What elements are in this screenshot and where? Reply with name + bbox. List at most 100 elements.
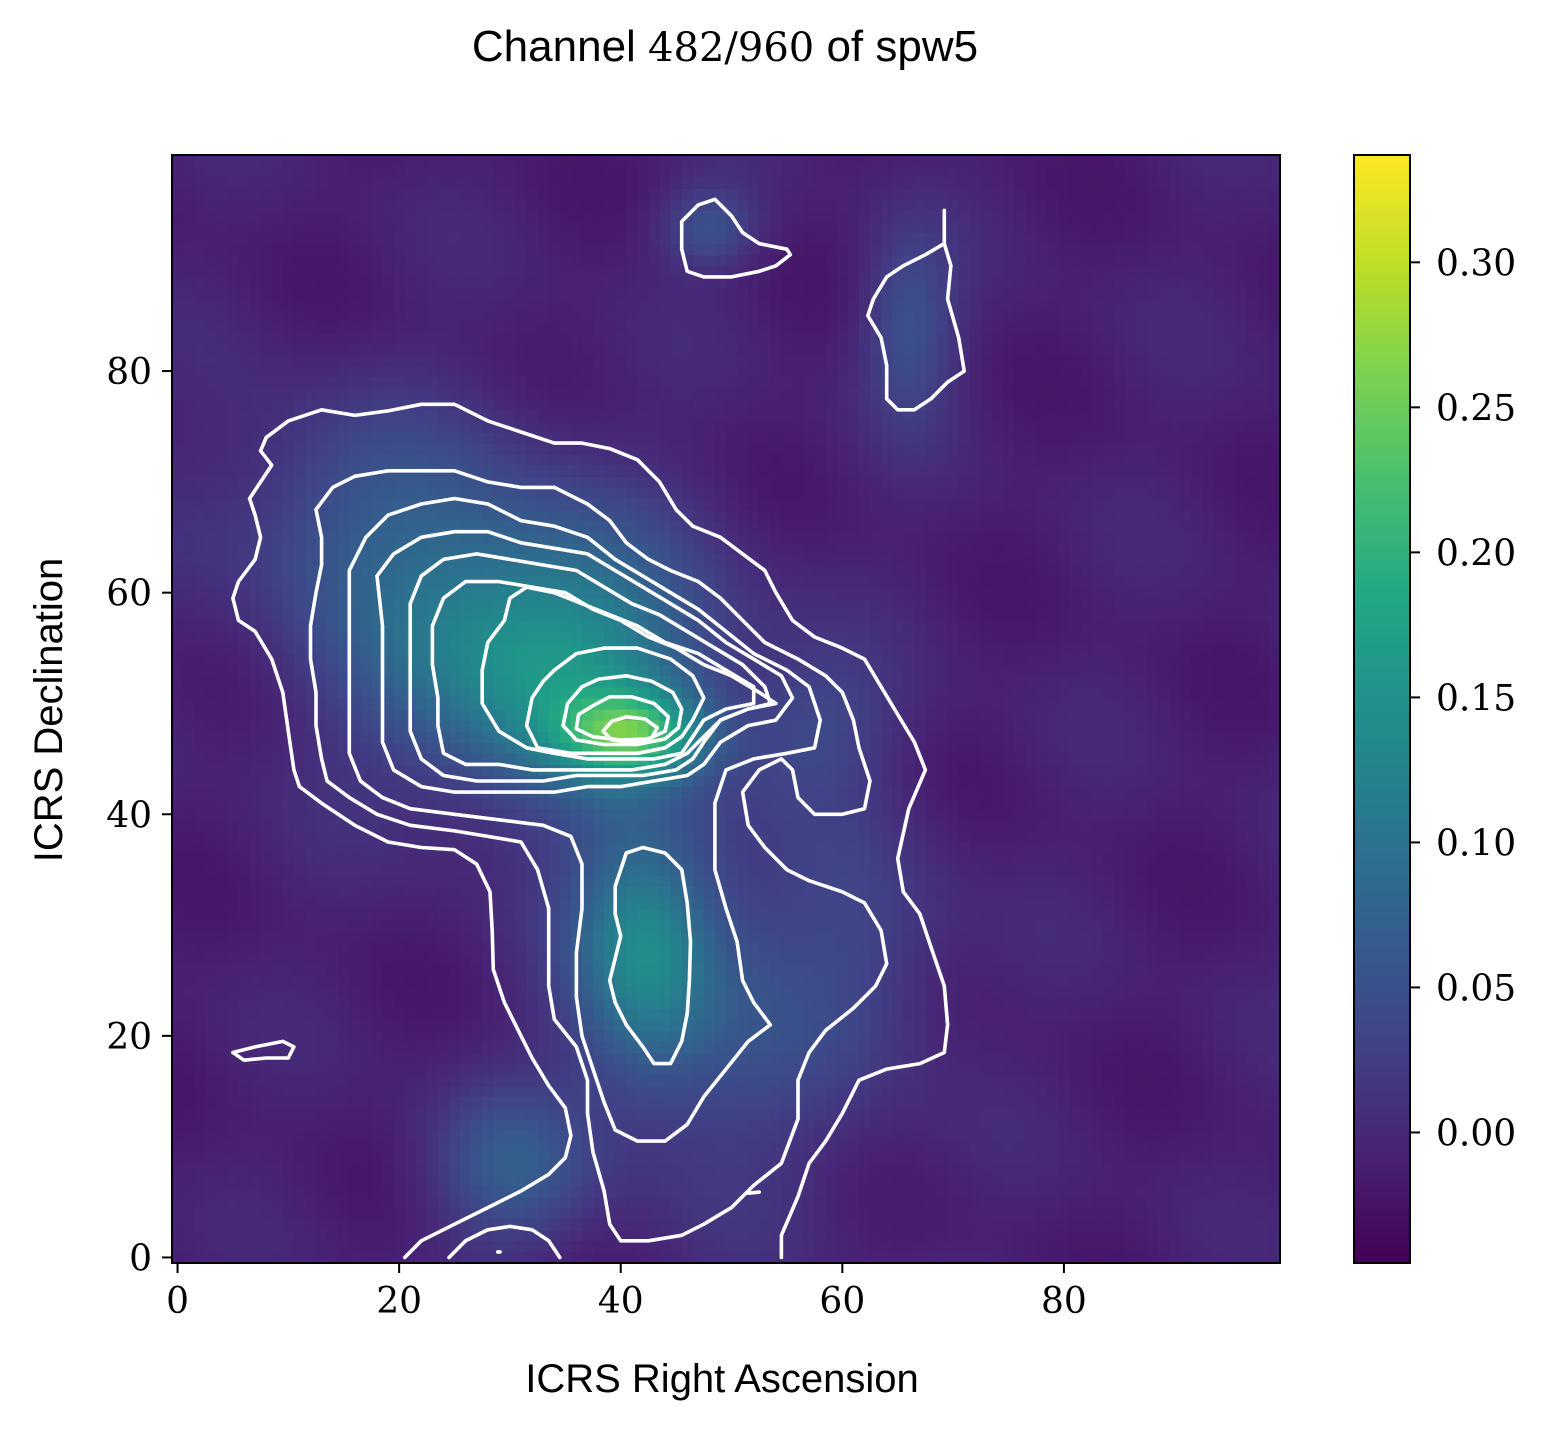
heatmap-cell	[648, 897, 661, 910]
heatmap-cell	[604, 1163, 616, 1175]
heatmap-cell	[1180, 1207, 1192, 1220]
heatmap-cell	[726, 1096, 738, 1109]
heatmap-cell	[249, 1185, 262, 1198]
heatmap-cell	[759, 1096, 771, 1109]
heatmap-cell	[1047, 764, 1059, 777]
heatmap-cell	[958, 974, 971, 987]
heatmap-cell	[493, 1063, 505, 1076]
heatmap-cell	[460, 875, 472, 887]
heatmap-cell	[792, 1063, 805, 1076]
heatmap-cell	[238, 930, 251, 943]
heatmap-cell	[936, 1141, 949, 1153]
heatmap-cell	[1158, 864, 1170, 876]
heatmap-cell	[260, 1251, 273, 1263]
heatmap-cell	[504, 1118, 517, 1131]
heatmap-cell	[825, 1118, 838, 1131]
heatmap-cell	[947, 853, 960, 865]
heatmap-cell	[714, 1152, 727, 1164]
heatmap-cell	[1036, 875, 1048, 887]
heatmap-cell	[604, 1063, 616, 1076]
heatmap-cell	[1213, 797, 1226, 810]
heatmap-cell	[1091, 1008, 1104, 1020]
heatmap-cell	[681, 830, 694, 843]
heatmap-cell	[659, 1118, 672, 1131]
heatmap-cell	[881, 997, 893, 1009]
heatmap-cell	[1268, 1229, 1280, 1242]
heatmap-cell	[404, 1218, 417, 1231]
heatmap-cell	[1202, 908, 1215, 921]
heatmap-cell	[426, 963, 439, 976]
heatmap-cell	[1124, 1152, 1137, 1164]
heatmap-cell	[249, 753, 262, 765]
heatmap-cell	[737, 1229, 749, 1242]
heatmap-cell	[393, 819, 406, 832]
heatmap-cell	[737, 1118, 749, 1131]
heatmap-cell	[1003, 941, 1015, 954]
heatmap-cell	[1113, 1041, 1126, 1054]
heatmap-cell	[1080, 908, 1093, 921]
heatmap-cell	[626, 1163, 638, 1175]
heatmap-cell	[415, 1074, 428, 1087]
heatmap-cell	[1213, 997, 1226, 1009]
heatmap-cell	[515, 1074, 528, 1087]
heatmap-cell	[426, 1074, 439, 1087]
heatmap-cell	[515, 1163, 528, 1175]
heatmap-cell	[172, 1074, 184, 1087]
heatmap-cell	[1180, 986, 1192, 998]
heatmap-cell	[1113, 775, 1126, 788]
heatmap-cell	[271, 1008, 284, 1020]
heatmap-cell	[870, 1141, 882, 1153]
heatmap-cell	[1003, 930, 1015, 943]
heatmap-cell	[737, 819, 749, 832]
heatmap-cell	[1102, 1074, 1115, 1087]
heatmap-cell	[1091, 1052, 1104, 1065]
heatmap-cell	[393, 841, 406, 854]
heatmap-cell	[559, 841, 572, 854]
heatmap-cell	[703, 1019, 716, 1031]
heatmap-cell	[382, 1229, 395, 1242]
heatmap-cell	[1180, 1229, 1192, 1242]
heatmap-cell	[1025, 897, 1037, 910]
heatmap-cell	[194, 952, 206, 965]
heatmap-cell	[172, 841, 184, 854]
heatmap-cell	[947, 1196, 960, 1209]
heatmap-cell	[814, 1196, 827, 1209]
heatmap-cell	[471, 1251, 483, 1263]
heatmap-cell	[493, 1163, 505, 1175]
heatmap-cell	[559, 1052, 572, 1065]
heatmap-cell	[781, 1030, 794, 1042]
heatmap-cell	[1058, 886, 1071, 898]
heatmap-cell	[316, 908, 328, 921]
heatmap-cell	[393, 1174, 406, 1187]
heatmap-cell	[1102, 753, 1115, 765]
heatmap-cell	[537, 1107, 550, 1120]
heatmap-cell	[1036, 952, 1048, 965]
heatmap-cell	[471, 974, 483, 987]
heatmap-cell	[637, 1008, 650, 1020]
heatmap-cell	[737, 709, 749, 721]
heatmap-cell	[194, 808, 206, 821]
heatmap-cell	[460, 864, 472, 876]
heatmap-cell	[581, 908, 594, 921]
heatmap-cell	[1158, 897, 1170, 910]
heatmap-cell	[293, 1163, 306, 1175]
heatmap-cell	[770, 1008, 782, 1020]
heatmap-cell	[238, 963, 251, 976]
heatmap-cell	[559, 1130, 572, 1142]
heatmap-cell	[593, 952, 605, 965]
heatmap-cell	[205, 864, 217, 876]
heatmap-cell	[781, 819, 794, 832]
heatmap-cell	[847, 1240, 860, 1253]
heatmap-cell	[969, 753, 982, 765]
heatmap-cell	[714, 897, 727, 910]
heatmap-cell	[648, 1030, 661, 1042]
heatmap-cell	[1147, 897, 1159, 910]
heatmap-cell	[748, 1041, 760, 1054]
heatmap-cell	[260, 1030, 273, 1042]
heatmap-cell	[781, 941, 794, 954]
heatmap-cell	[282, 997, 295, 1009]
heatmap-cell	[681, 974, 694, 987]
heatmap-cell	[792, 930, 805, 943]
heatmap-cell	[437, 1030, 450, 1042]
heatmap-cell	[482, 1174, 494, 1187]
